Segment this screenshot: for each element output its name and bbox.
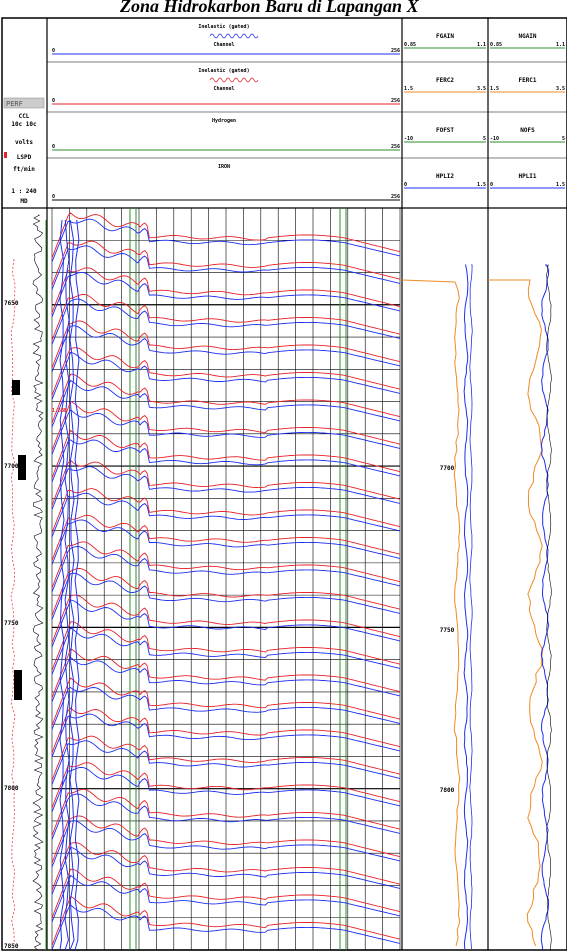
track3-curve-min: 0	[404, 182, 407, 188]
ferc1-curve	[488, 280, 543, 946]
lspd-trace	[11, 260, 15, 944]
track4-curve-name: NGAIN	[518, 33, 536, 40]
ccl-unit: volts	[15, 139, 33, 146]
depth-label-left: 7850	[4, 943, 19, 950]
depth-label-left: 7750	[4, 620, 19, 627]
track4-curve-min: 0.85	[490, 42, 502, 48]
depth-label: 7700	[440, 465, 455, 472]
depth-marker-label: 1.5BB	[52, 408, 67, 414]
blue-left-edge	[75, 220, 79, 950]
track4-curve-max: 1.5	[556, 182, 565, 188]
track-header-max: 256	[391, 144, 400, 150]
lspd-unit: ft/min	[13, 166, 35, 173]
depth-label-left: 7650	[4, 300, 19, 307]
track3-curve-name: FOFST	[436, 127, 454, 134]
track-header-wave	[210, 78, 258, 82]
track3-curve-name: FERC2	[436, 77, 454, 84]
track3-curve-name: FGAIN	[436, 33, 454, 40]
ccl-trace	[33, 215, 43, 950]
depth-label: 7800	[440, 787, 455, 794]
track3-curve-min: -10	[404, 136, 413, 142]
track-header-title: Inelastic (gated)	[198, 68, 249, 74]
depth-label: 7750	[440, 627, 455, 634]
track-header-max: 256	[391, 98, 400, 104]
perf-marker	[18, 455, 26, 480]
track4-curve-name: NOFS	[520, 127, 535, 134]
track3-curve-name: HPLI2	[436, 173, 454, 180]
track-header-min: 0	[52, 194, 55, 200]
track-header-min: 0	[52, 144, 55, 150]
lspd-label: LSPD	[17, 154, 32, 161]
track3-curve-max: 5	[483, 136, 486, 142]
track-header-title: IRON	[218, 164, 230, 170]
track4-curve-min: 1.5	[490, 86, 499, 92]
depth-label-left: 7700	[4, 463, 19, 470]
track4-curve-name: HPLI1	[518, 173, 536, 180]
blue-left-edge	[70, 220, 74, 950]
depth-label-left: 7800	[4, 785, 19, 792]
hpli1-curve	[541, 265, 548, 950]
track-header-min: 0	[52, 48, 55, 54]
track-header-wave	[210, 34, 258, 38]
ferc2-curve	[402, 280, 460, 946]
scale-label: 1 : 240	[11, 188, 37, 195]
track3-curve-max: 1.5	[477, 182, 486, 188]
perf-label: PERF	[6, 100, 23, 108]
track-header-min: 0	[52, 98, 55, 104]
track-header-title: Hydrogen	[212, 118, 236, 124]
track3-curve-min: 0.85	[404, 42, 416, 48]
track3-curve-max: 1.1	[477, 42, 486, 48]
track4-curve-min: -10	[490, 136, 499, 142]
hpli1-curve-b	[547, 265, 552, 950]
ccl-label: CCL	[19, 113, 30, 120]
ccl-scale: 10c 10c	[11, 121, 37, 128]
hpli2-curve	[464, 265, 468, 949]
lspd-swatch	[4, 152, 7, 158]
track-header-max: 256	[391, 48, 400, 54]
track-header-sub: Channel	[213, 42, 234, 48]
track-header-sub: Channel	[213, 86, 234, 92]
perf-marker	[12, 380, 20, 395]
md-label: MD	[20, 198, 28, 205]
track4-curve-max: 1.1	[556, 42, 565, 48]
track4-curve-max: 5	[562, 136, 565, 142]
hpli2-curve-b	[470, 265, 473, 949]
perf-marker	[14, 670, 22, 700]
track3-curve-min: 1.5	[404, 86, 413, 92]
track-header-title: Inelastic (gated)	[198, 24, 249, 30]
track4-curve-max: 3.5	[556, 86, 565, 92]
track4-curve-min: 0	[490, 182, 493, 188]
track-header-max: 256	[391, 194, 400, 200]
track3-curve-max: 3.5	[477, 86, 486, 92]
track4-curve-name: FERC1	[518, 77, 536, 84]
